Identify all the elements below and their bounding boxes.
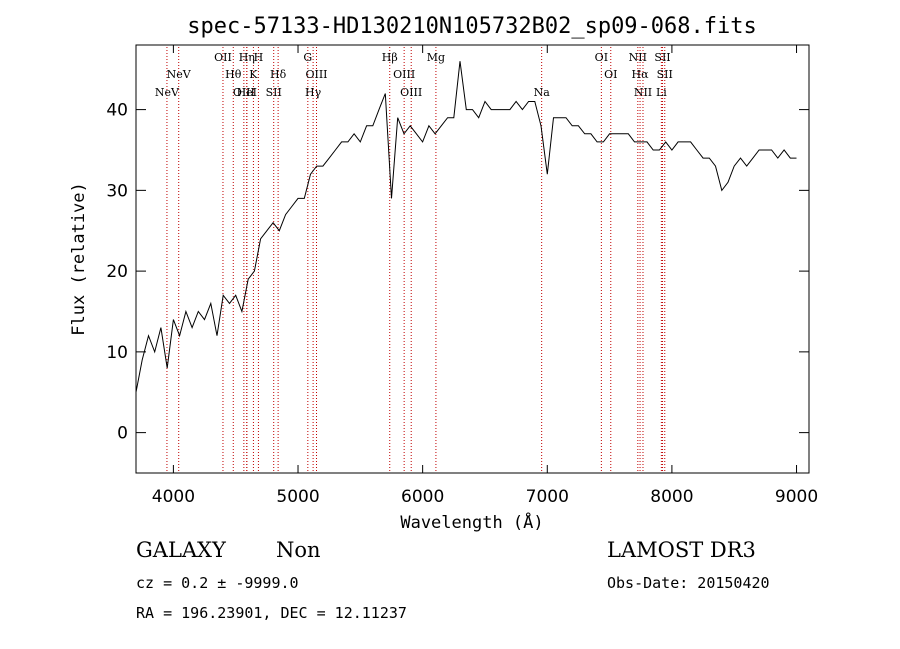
spectral-line-label: Hβ [382, 51, 398, 64]
x-tick-label: 5000 [276, 487, 319, 507]
spectral-line-label: H [254, 51, 264, 64]
spectral-line-label: Hδ [270, 68, 287, 81]
x-tick-label: 8000 [650, 487, 693, 507]
spectral-line-label: OIII [305, 68, 327, 81]
spectral-line-label: OI [604, 68, 617, 81]
spectral-line-label: Hγ [305, 86, 322, 99]
x-tick-label: 9000 [775, 487, 818, 507]
spectral-line-label: OIII [393, 68, 415, 81]
x-tick-label: 6000 [401, 487, 444, 507]
spectral-line-label: Mg [427, 51, 445, 64]
spectral-line-labels: NeV NeV OII OIII Hη Hθ HeI KH Hδ SII G OIII Hγ Hβ OIII… [155, 51, 673, 99]
survey-name: LAMOST DR3 [607, 538, 756, 562]
spectral-line-label: G [303, 51, 312, 64]
x-tick-label: 4000 [152, 487, 195, 507]
obs-date: Obs-Date: 20150420 [607, 574, 770, 592]
spectrum-line [135, 61, 797, 393]
spectral-line-label: OII [214, 51, 232, 64]
spectral-line-label: Hα [632, 68, 650, 81]
y-tick-label: 0 [117, 424, 128, 444]
spectral-line-label: NII [629, 51, 647, 64]
y-tick-label: 20 [106, 262, 128, 282]
spectral-line-label: OI [595, 51, 608, 64]
y-axis-ticks: 0 10 20 30 40 [106, 101, 809, 444]
spectral-line-label: Na [534, 86, 551, 99]
spectral-line-label: Hθ [225, 68, 242, 81]
cz-value: cz = 0.2 ± -9999.0 [136, 574, 299, 592]
y-tick-label: 40 [106, 101, 128, 121]
spectral-line-label: NeV [167, 68, 192, 81]
spectral-line-markers [166, 47, 666, 473]
spectral-line-label: K [249, 68, 258, 81]
spectral-line-label: OIII [233, 86, 255, 99]
spectral-line-label: NeV [155, 86, 180, 99]
y-tick-label: 10 [106, 343, 128, 363]
spectral-line-label: SII [654, 51, 670, 64]
spectral-line-label: SII [266, 86, 282, 99]
x-axis-ticks: 4000 5000 6000 7000 8000 9000 [152, 45, 818, 507]
plot-frame [135, 44, 810, 474]
x-tick-label: 7000 [526, 487, 569, 507]
object-subclass: Non [276, 538, 321, 562]
spectral-line-label: HeI [237, 86, 257, 99]
spectral-line-label: OIII [400, 86, 422, 99]
spectral-line-label: NII [634, 86, 652, 99]
y-axis-label: Flux (relative) [69, 182, 89, 336]
spectral-line-label: Li [656, 86, 667, 99]
chart-title: spec-57133-HD130210N105732B02_sp09-068.f… [187, 14, 757, 39]
spectral-line-label: Hη [239, 51, 255, 64]
spectral-line-label: SII [657, 68, 673, 81]
object-class: GALAXY [136, 538, 226, 562]
ra-dec: RA = 196.23901, DEC = 12.11237 [136, 604, 407, 622]
y-tick-label: 30 [106, 181, 128, 201]
x-axis-label: Wavelength (Å) [400, 511, 543, 533]
